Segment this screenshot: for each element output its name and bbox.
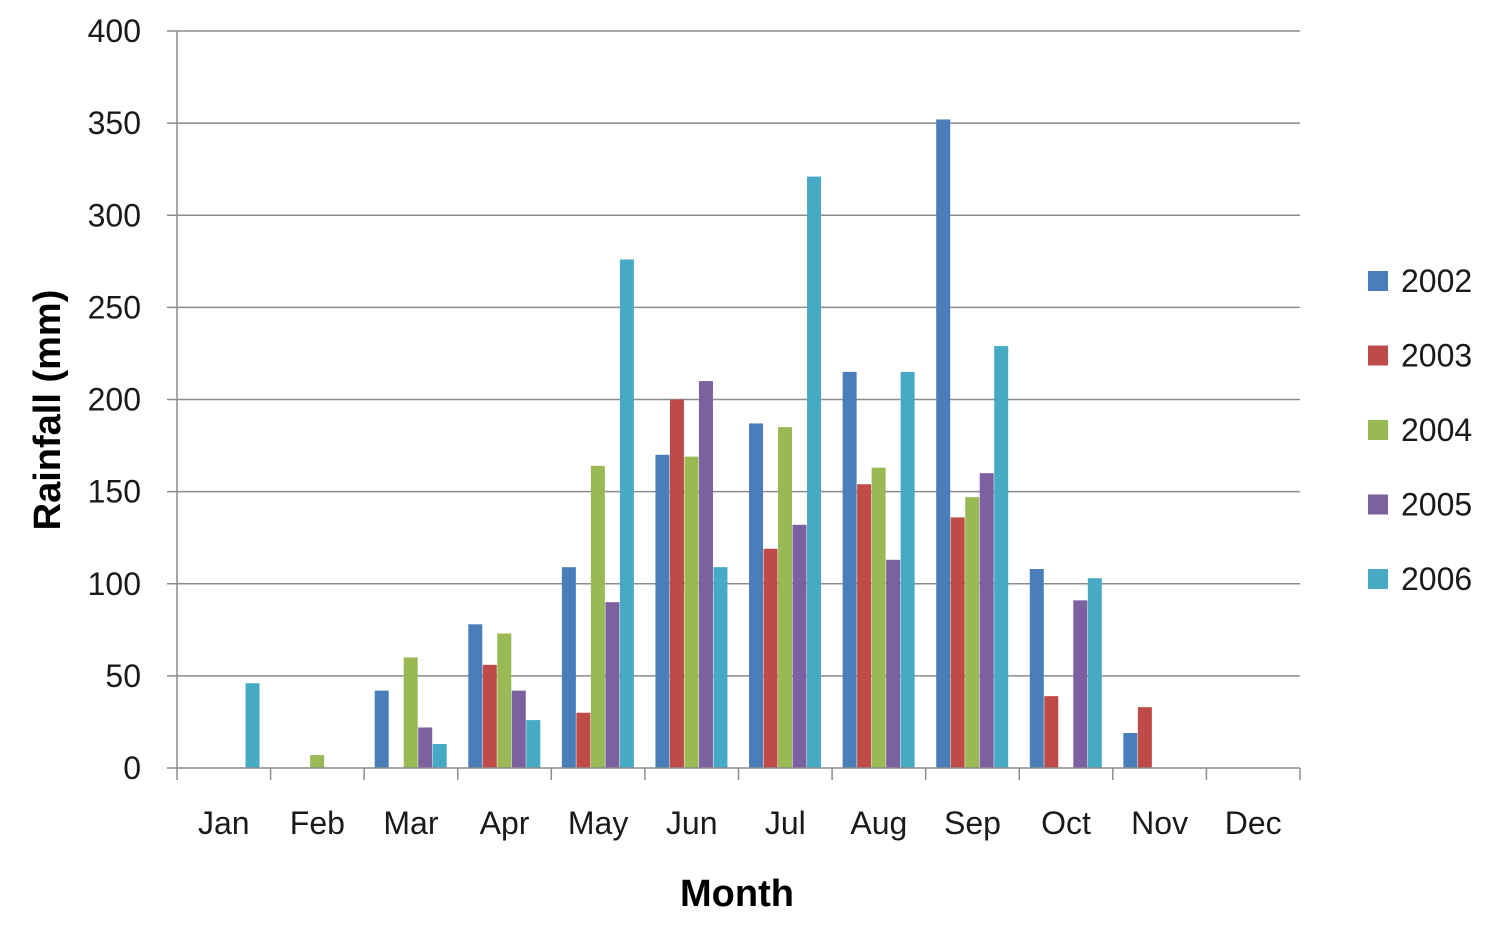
bar-2004-apr (497, 633, 512, 768)
bar-2005-mar (418, 727, 433, 768)
bar-2003-aug (857, 484, 872, 768)
y-tick-label: 100 (88, 566, 141, 602)
x-axis-title: Month (680, 873, 794, 915)
bar-2002-apr (468, 624, 483, 768)
bar-2004-feb (310, 755, 325, 768)
legend-label-2002: 2002 (1401, 263, 1472, 299)
bar-2006-jul (807, 176, 822, 768)
bar-2006-oct (1087, 578, 1102, 768)
bar-2005-apr (511, 690, 526, 768)
bar-2003-jun (669, 399, 684, 768)
legend-swatch-2003 (1368, 345, 1388, 366)
y-tick-label: 300 (88, 197, 141, 233)
x-tick-label: Jan (198, 805, 250, 841)
bar-2005-jun (698, 381, 713, 768)
y-tick-label: 250 (88, 289, 141, 325)
bar-2004-sep (965, 497, 980, 768)
bar-2003-nov (1137, 707, 1152, 768)
bar-2005-sep (979, 473, 994, 768)
bar-2005-jul (792, 524, 807, 768)
bar-2004-jun (684, 456, 699, 768)
legend-swatch-2004 (1368, 420, 1388, 440)
x-tick-label: Aug (850, 805, 907, 841)
y-tick-label: 350 (88, 105, 141, 141)
y-tick-label: 150 (88, 474, 141, 510)
x-tick-label: Mar (383, 805, 438, 841)
bar-2004-jul (778, 427, 793, 768)
y-tick-label: 50 (105, 658, 141, 694)
bar-2005-may (605, 602, 620, 768)
bar-2003-may (576, 712, 591, 768)
bar-2002-jun (655, 454, 670, 768)
bar-2004-mar (403, 657, 418, 768)
axes: 0 50 100 150 200 250 300 350 400 Jan Feb Mar Apr May J… (88, 13, 1301, 841)
legend-swatch-2002 (1368, 271, 1388, 291)
y-tick-label: 0 (123, 750, 141, 786)
gridlines (177, 30, 1300, 677)
legend: 2002 2003 2004 2005 2006 (1368, 263, 1472, 597)
bar-2002-mar (374, 690, 389, 768)
bar-2005-aug (886, 559, 901, 768)
bar-2003-sep (950, 517, 965, 768)
bar-2005-oct (1073, 600, 1088, 768)
y-tick-label: 400 (88, 13, 141, 49)
bars (245, 119, 1152, 768)
bar-2006-apr (526, 720, 541, 768)
bar-2002-oct (1029, 569, 1044, 768)
x-tick-label: Apr (480, 805, 530, 841)
x-tick-label: Nov (1131, 805, 1188, 841)
bar-2002-jul (749, 423, 764, 768)
legend-label-2006: 2006 (1401, 561, 1472, 597)
bar-2002-may (561, 567, 576, 768)
legend-swatch-2006 (1368, 569, 1388, 589)
bar-2003-oct (1044, 696, 1059, 768)
legend-swatch-2005 (1368, 494, 1388, 515)
bar-2004-may (590, 465, 605, 768)
bar-2002-sep (936, 119, 951, 768)
bar-2003-apr (482, 664, 497, 768)
y-axis-title: Rainfall (mm) (27, 290, 69, 531)
y-tick-label: 200 (88, 382, 141, 418)
legend-label-2003: 2003 (1401, 338, 1472, 374)
legend-label-2005: 2005 (1401, 487, 1472, 523)
bar-2006-mar (432, 744, 447, 768)
x-tick-label: Oct (1041, 805, 1091, 841)
x-tick-label: Jul (765, 805, 806, 841)
bar-2006-sep (994, 346, 1009, 768)
bar-2003-jul (763, 548, 778, 768)
bar-2006-jun (713, 567, 728, 768)
bar-2004-aug (871, 467, 886, 768)
x-tick-label: Jun (666, 805, 718, 841)
x-tick-label: Sep (944, 805, 1001, 841)
bar-2006-jan (245, 683, 260, 768)
x-tick-label: Feb (290, 805, 345, 841)
bar-2002-nov (1123, 732, 1138, 768)
x-tick-label: Dec (1225, 805, 1282, 841)
legend-label-2004: 2004 (1401, 412, 1472, 448)
bar-2006-aug (900, 371, 915, 768)
bar-2002-aug (842, 371, 857, 768)
bar-2006-may (619, 259, 634, 768)
x-tick-label: May (568, 805, 628, 841)
